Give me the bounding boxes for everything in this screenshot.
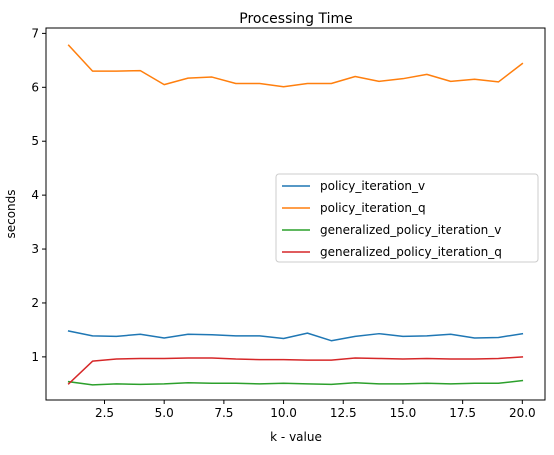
legend-item: policy_iteration_q xyxy=(282,201,426,215)
x-tick-label: 2.5 xyxy=(95,406,114,420)
series-layer xyxy=(67,44,524,386)
series-line-policy-iteration-v xyxy=(67,330,524,342)
x-tick-label: 5.0 xyxy=(155,406,174,420)
legend-label: policy_iteration_q xyxy=(320,201,426,215)
legend-box xyxy=(275,173,539,263)
x-tick-label: 12.5 xyxy=(330,406,357,420)
y-axis-label: seconds xyxy=(4,189,18,238)
chart-title: Processing Time xyxy=(239,11,352,27)
x-tick-label: 20.0 xyxy=(509,406,536,420)
x-tick-label: 17.5 xyxy=(449,406,476,420)
y-tick-label: 5 xyxy=(31,134,39,148)
plot-area-frame xyxy=(45,27,546,401)
y-tick-label: 2 xyxy=(31,296,39,310)
legend-label: generalized_policy_iteration_q xyxy=(320,245,502,259)
legend-item: generalized_policy_iteration_q xyxy=(282,245,502,259)
x-axis-label: k - value xyxy=(270,430,322,444)
series-line-policy-iteration-q xyxy=(67,44,524,88)
y-tick-label: 4 xyxy=(31,188,39,202)
series-line-generalized-policy-iteration-v xyxy=(67,379,524,386)
y-tick-label: 7 xyxy=(31,26,39,40)
y-tick-label: 1 xyxy=(31,350,39,364)
x-tick-label: 10.0 xyxy=(270,406,297,420)
x-tick-label: 15.0 xyxy=(390,406,417,420)
x-tick-label: 7.5 xyxy=(214,406,233,420)
legend-label: policy_iteration_v xyxy=(320,179,425,193)
y-tick-label: 6 xyxy=(31,80,39,94)
series-line-generalized-policy-iteration-q xyxy=(67,356,524,385)
legend-label: generalized_policy_iteration_v xyxy=(320,223,501,237)
x-axis-ticks: 2.5 5.0 7.5 10.0 12.5 15.0 17.5 20.0 xyxy=(95,400,536,420)
legend-item: generalized_policy_iteration_v xyxy=(282,223,501,237)
chart-legend: policy_iteration_v policy_iteration_qgene… xyxy=(275,173,539,263)
y-tick-label: 3 xyxy=(31,242,39,256)
legend-item: policy_iteration_v xyxy=(282,179,425,193)
y-axis-ticks: 1 2 3 4 5 6 7 xyxy=(31,26,46,364)
